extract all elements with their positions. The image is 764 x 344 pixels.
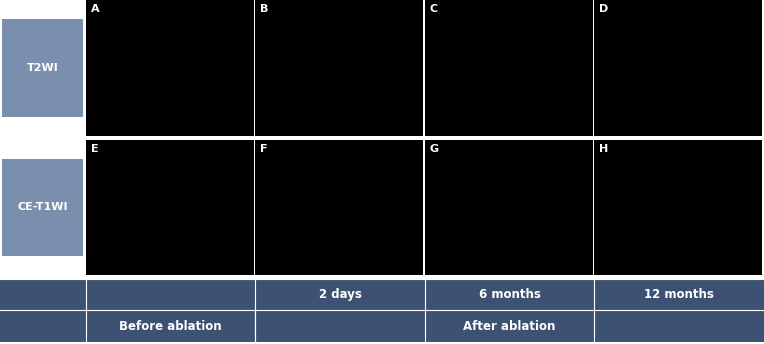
Text: 2 days: 2 days: [319, 288, 361, 301]
Text: G: G: [430, 144, 439, 154]
Text: D: D: [600, 4, 609, 14]
Text: 12 months: 12 months: [644, 288, 714, 301]
FancyBboxPatch shape: [2, 159, 83, 256]
Text: E: E: [91, 144, 99, 154]
Text: 6 months: 6 months: [479, 288, 540, 301]
Text: Before ablation: Before ablation: [119, 320, 222, 333]
Text: H: H: [600, 144, 609, 154]
Text: F: F: [261, 144, 267, 154]
Text: A: A: [91, 4, 99, 14]
Text: T2WI: T2WI: [27, 63, 58, 73]
Text: After ablation: After ablation: [464, 320, 555, 333]
Text: B: B: [261, 4, 269, 14]
FancyBboxPatch shape: [2, 19, 83, 117]
Text: C: C: [430, 4, 438, 14]
FancyBboxPatch shape: [0, 279, 764, 342]
Text: CE-T1WI: CE-T1WI: [17, 202, 68, 213]
